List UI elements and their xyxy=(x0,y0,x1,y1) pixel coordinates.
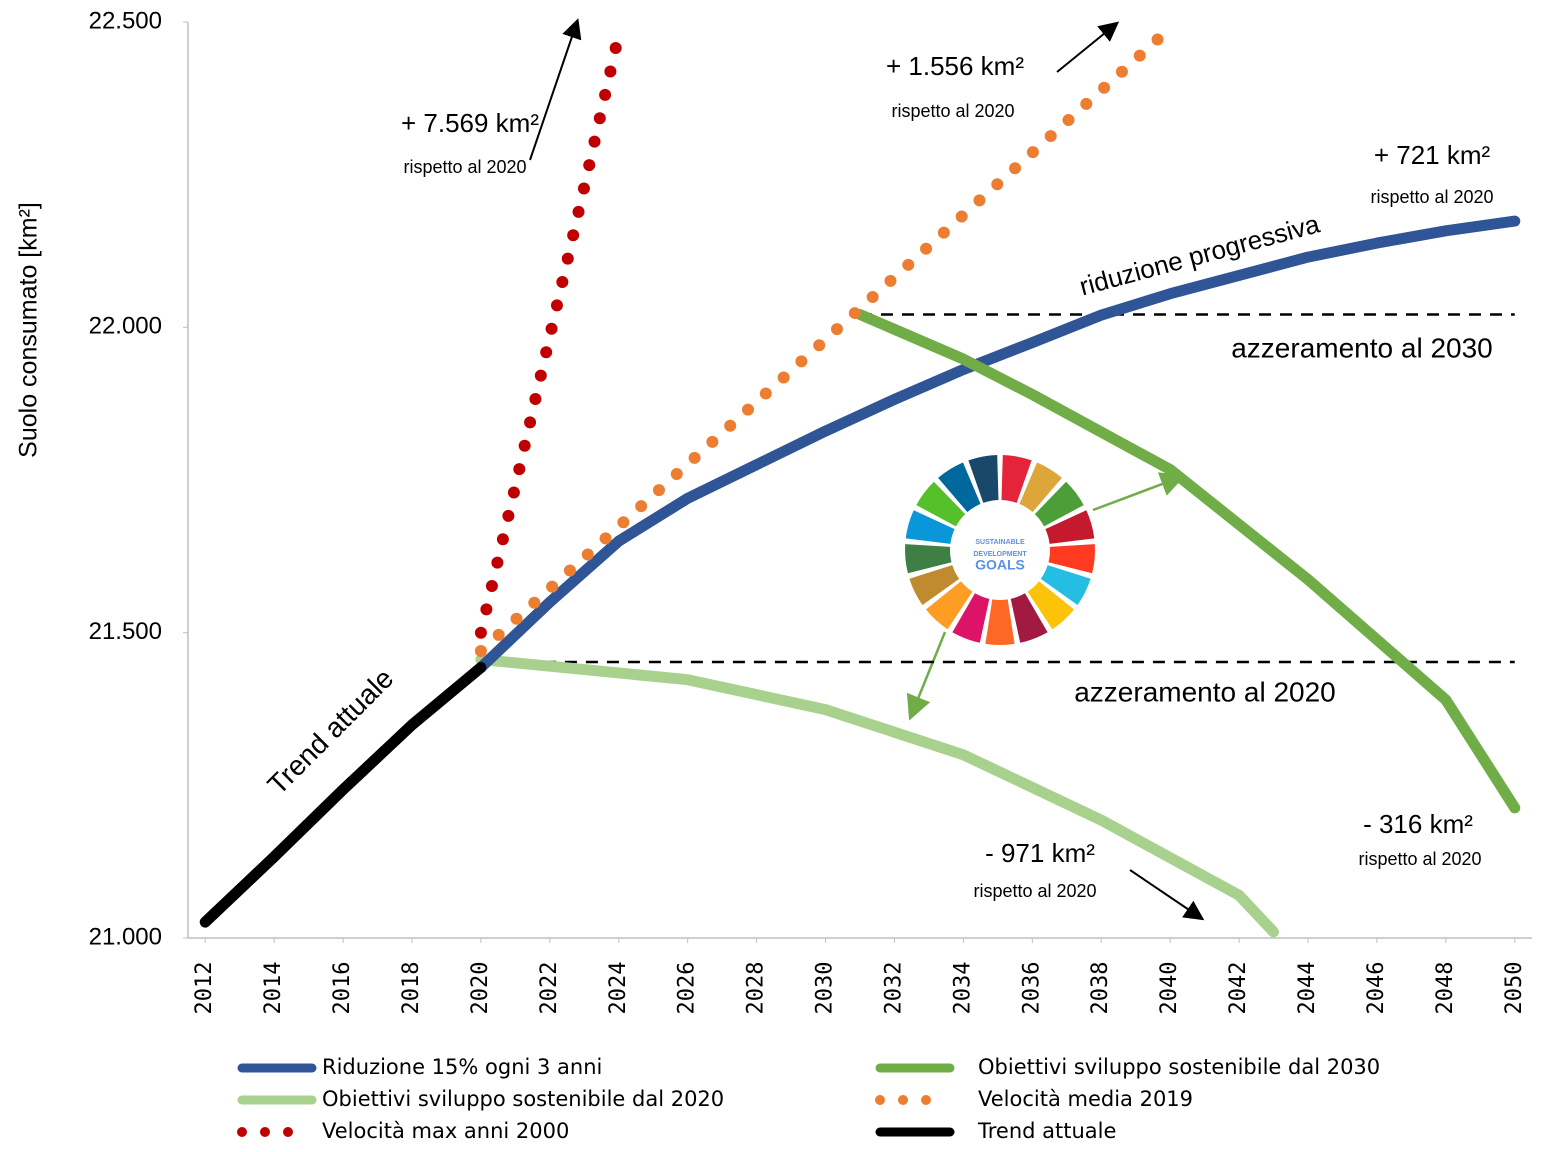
logo-segment xyxy=(905,544,952,574)
logo-text: GOALS xyxy=(975,557,1025,573)
legend-label: Riduzione 15% ogni 3 anni xyxy=(322,1055,602,1079)
legend-label: Velocità max anni 2000 xyxy=(322,1119,569,1143)
x-tick-label: 2036 xyxy=(1019,962,1044,1015)
series-line xyxy=(199,662,487,928)
y-axis-label: Suolo consumato [km²] xyxy=(15,202,43,458)
x-tick-label: 2048 xyxy=(1433,962,1458,1015)
x-tick-label: 2050 xyxy=(1502,962,1527,1015)
x-tick-label: 2014 xyxy=(261,962,286,1015)
annotation: + 1.556 km² xyxy=(886,51,1024,81)
green-arrows xyxy=(906,472,1186,721)
logo-segment xyxy=(1048,544,1095,574)
annotation: - 316 km² xyxy=(1363,809,1473,839)
x-tick-label: 2024 xyxy=(606,962,631,1015)
y-tick-label: 22.500 xyxy=(89,7,162,34)
series-line xyxy=(475,215,1521,673)
legend-label: Obiettivi sviluppo sostenibile dal 2030 xyxy=(978,1055,1380,1079)
logo-segment xyxy=(925,581,973,630)
annotation: rispetto al 2020 xyxy=(973,881,1096,901)
reference-label: azzeramento al 2020 xyxy=(1074,676,1336,707)
annotation: - 971 km² xyxy=(985,838,1095,868)
x-tick-label: 2032 xyxy=(881,962,906,1015)
logo-text: DEVELOPMENT xyxy=(973,551,1027,558)
logo-segment xyxy=(1027,581,1075,630)
x-tick-label: 2018 xyxy=(399,962,424,1015)
x-tick-label: 2030 xyxy=(813,962,838,1015)
logo-segment xyxy=(1001,455,1032,503)
x-tick-label: 2038 xyxy=(1088,962,1113,1015)
annotation: rispetto al 2020 xyxy=(1358,849,1481,869)
logo-segment xyxy=(1040,565,1091,605)
legend-label: Obiettivi sviluppo sostenibile dal 2020 xyxy=(322,1087,724,1111)
logo-segment xyxy=(952,593,990,643)
logo-segment xyxy=(985,599,1015,646)
logo-segment xyxy=(1045,510,1095,544)
x-tick-label: 2042 xyxy=(1226,962,1251,1015)
logo-segment xyxy=(1019,462,1062,513)
x-tick-label: 2040 xyxy=(1157,962,1182,1015)
annotation: rispetto al 2020 xyxy=(1370,187,1493,207)
series-line xyxy=(474,28,625,639)
logo-segment xyxy=(938,462,981,513)
logo-text: SUSTAINABLE xyxy=(975,539,1025,546)
x-tick-label: 2016 xyxy=(330,962,355,1015)
x-tick-label: 2034 xyxy=(950,962,975,1015)
annotation: rispetto al 2020 xyxy=(403,157,526,177)
annotation: rispetto al 2020 xyxy=(891,101,1014,121)
logo-segment xyxy=(1010,593,1048,643)
annotation: + 7.569 km² xyxy=(401,108,539,138)
logo-segment xyxy=(968,455,999,503)
y-tick-label: 22.000 xyxy=(89,313,162,340)
series-line xyxy=(475,654,1279,938)
x-tick-label: 2046 xyxy=(1364,962,1389,1015)
x-tick-label: 2028 xyxy=(744,962,769,1015)
arrows xyxy=(529,18,1205,921)
logo-segment xyxy=(1034,481,1084,527)
x-tick-label: 2044 xyxy=(1295,962,1320,1015)
logo-segment xyxy=(905,510,955,544)
x-tick-label: 2020 xyxy=(468,962,493,1015)
annotation: Trend attuale xyxy=(262,663,400,801)
y-tick-label: 21.500 xyxy=(89,618,162,645)
x-tick-label: 2022 xyxy=(537,962,562,1015)
legend-label: Velocità media 2019 xyxy=(978,1087,1193,1111)
x-tick-label: 2026 xyxy=(675,962,700,1015)
legend-label: Trend attuale xyxy=(977,1119,1116,1143)
x-tick-label: 2012 xyxy=(192,962,217,1015)
logo-segment xyxy=(916,481,966,527)
y-tick-label: 21.000 xyxy=(89,923,162,950)
logo-segment xyxy=(909,565,960,605)
annotation: + 721 km² xyxy=(1374,140,1491,170)
series-line xyxy=(854,309,1521,814)
reference-label: azzeramento al 2030 xyxy=(1231,332,1493,363)
